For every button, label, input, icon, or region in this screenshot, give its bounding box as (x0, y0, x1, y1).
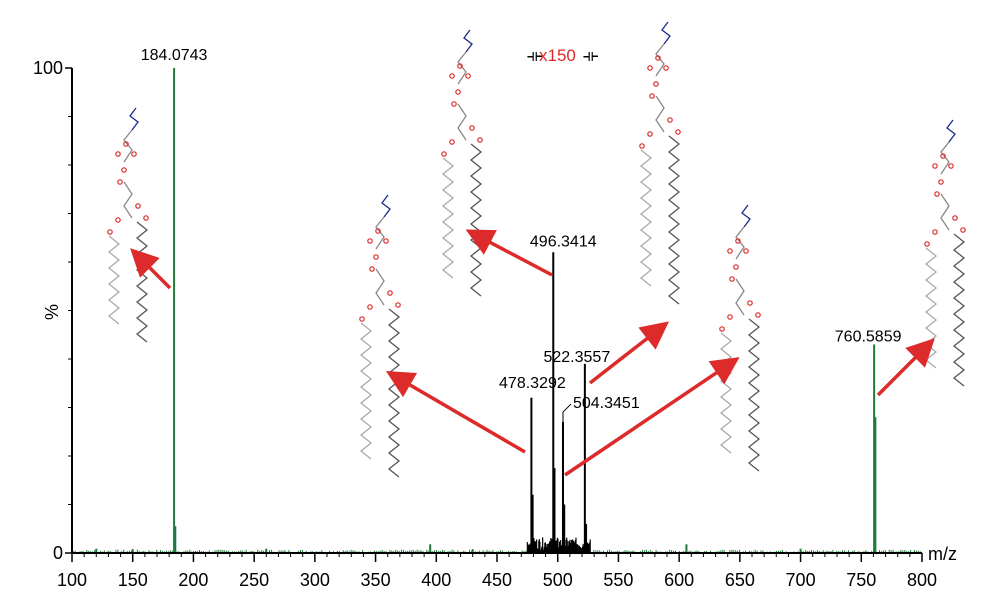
magnification-indicator: ⟛ x150 ⟛ (527, 46, 598, 65)
x-tick-label: 150 (118, 570, 148, 590)
x-tick-label: 700 (786, 570, 816, 590)
magnification-open-bracket: ⟛ (527, 46, 542, 65)
x-tick-label: 100 (57, 570, 87, 590)
spectrum-peaks (95, 68, 877, 553)
arrow-pc-1 (130, 248, 172, 290)
peak-label: 496.3414 (530, 233, 597, 250)
peak-label: 504.3451 (573, 395, 640, 412)
magnified-region-noise (526, 537, 591, 553)
x-tick-label: 250 (239, 570, 269, 590)
structure-pc-4 (639, 21, 681, 305)
structure-pc-6 (924, 119, 966, 387)
x-tick-label: 450 (482, 570, 512, 590)
arrow-pc-4 (588, 321, 670, 385)
peak-label: 478.3292 (499, 375, 566, 392)
arrow-pc-2 (465, 229, 553, 277)
x-tick-label: 400 (421, 570, 451, 590)
structure-pc-5 (719, 204, 761, 472)
x-tick-label: 500 (543, 570, 573, 590)
arrow-pc-3 (385, 370, 526, 454)
x-axis-label: m/z (928, 544, 957, 564)
y-axis-ticks: 0 100 (33, 58, 72, 563)
arrow-pc-6 (876, 338, 935, 397)
magnification-close-bracket: ⟛ (583, 46, 598, 65)
x-tick-label: 600 (664, 570, 694, 590)
x-tick-label: 300 (300, 570, 330, 590)
annotation-arrows (130, 229, 935, 477)
peak-label: 760.5859 (835, 328, 902, 345)
x-tick-label: 800 (907, 570, 937, 590)
peak-label: 184.0743 (141, 47, 208, 64)
peak-labels: 184.0743 760.5859 478.3292 496.3414 504.3451… (141, 47, 902, 425)
structure-pc-2 (359, 194, 401, 478)
x-tick-label: 650 (725, 570, 755, 590)
peak-label-leader (562, 403, 572, 425)
x-tick-label: 200 (178, 570, 208, 590)
y-tick-label: 100 (33, 58, 63, 78)
x-tick-label: 350 (361, 570, 391, 590)
arrow-pc-5 (564, 357, 740, 477)
y-axis-label: % (42, 304, 62, 320)
x-axis-ticks: 100 150 200 250 300 350 400 450 500 550 600 650 700 7… (57, 553, 937, 590)
magnification-label: x150 (539, 46, 576, 65)
x-tick-label: 750 (846, 570, 876, 590)
x-tick-label: 550 (603, 570, 633, 590)
structure-pc-1 (107, 107, 149, 343)
structure-pc-3 (441, 29, 483, 297)
peak-label: 522.3557 (543, 349, 610, 366)
y-tick-label: 0 (53, 543, 63, 563)
